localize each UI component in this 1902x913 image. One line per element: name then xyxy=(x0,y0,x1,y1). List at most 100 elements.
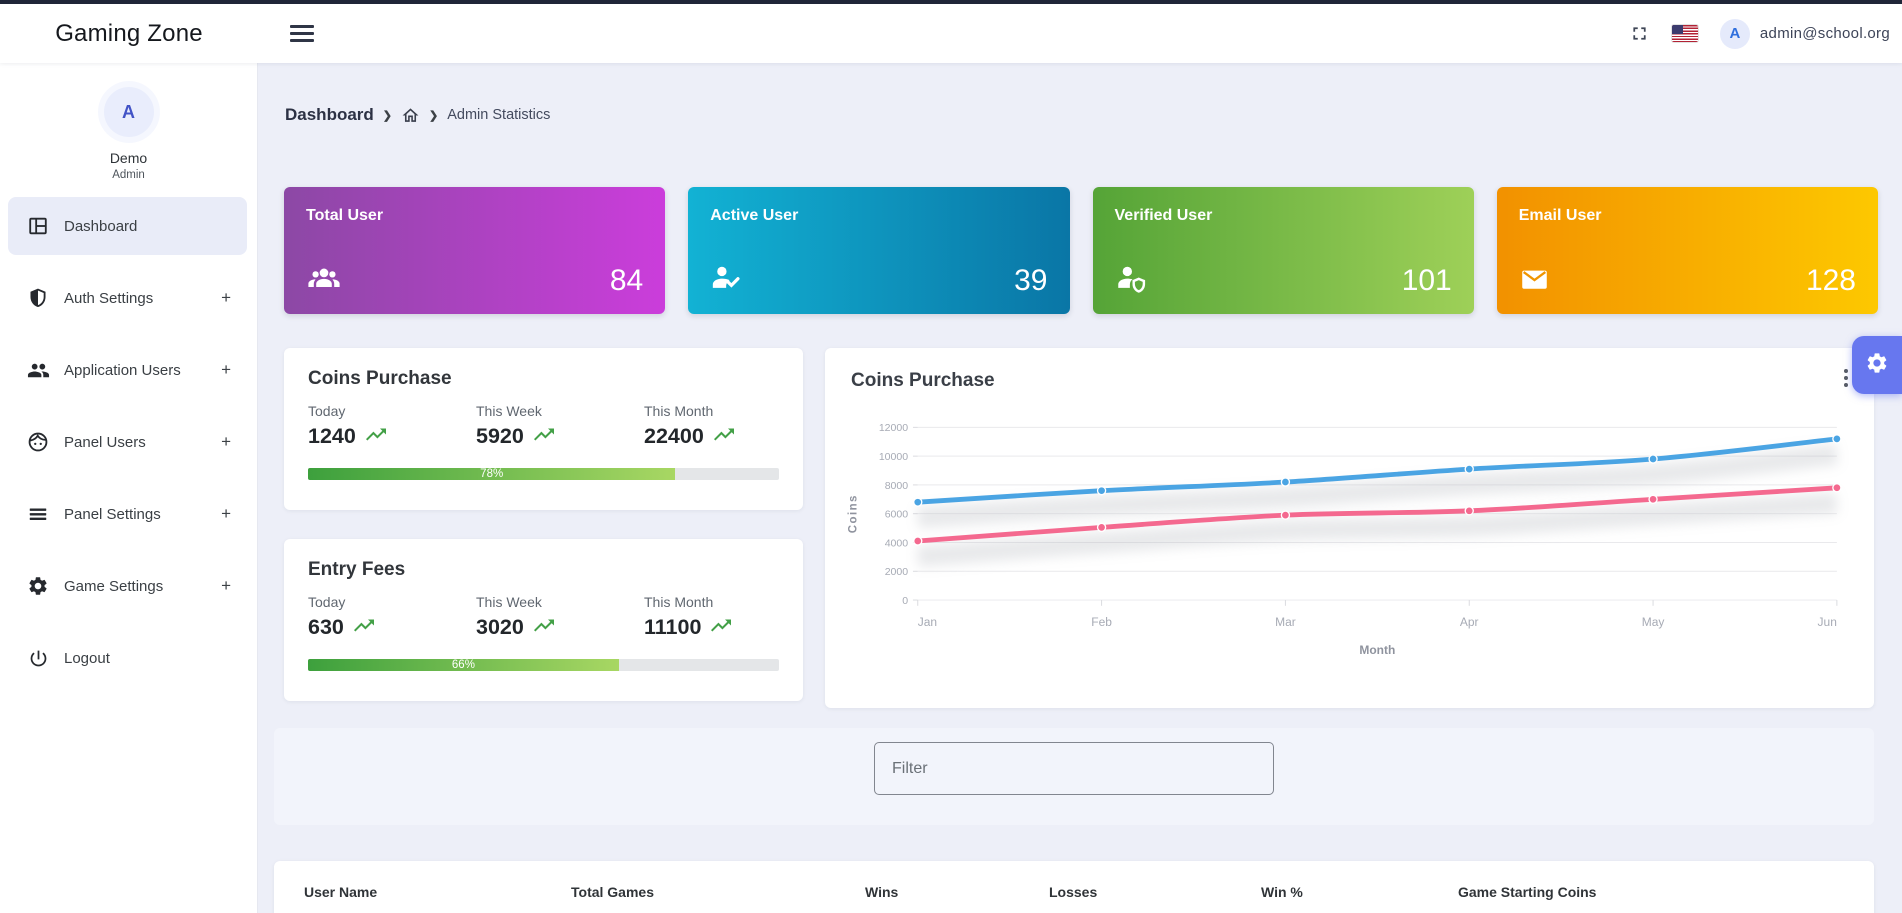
trending-up-icon xyxy=(364,426,388,448)
email-user-card: Email User 128 xyxy=(1496,187,1878,314)
progress-bar: 78% xyxy=(308,468,779,480)
user-shield-icon xyxy=(1115,263,1149,298)
avatar: A xyxy=(1719,18,1750,49)
svg-text:Coins: Coins xyxy=(847,494,859,533)
svg-text:6000: 6000 xyxy=(885,509,909,521)
sidebar-item-logout[interactable]: Logout xyxy=(8,629,247,687)
stat-card-value: 39 xyxy=(1014,263,1048,297)
period-label: This Month xyxy=(644,594,714,610)
svg-text:2000: 2000 xyxy=(885,566,909,578)
app-title: Gaming Zone xyxy=(55,19,203,47)
expand-plus-icon[interactable]: + xyxy=(221,288,231,307)
user-check-icon xyxy=(710,263,744,298)
period-label: This Week xyxy=(476,594,542,610)
breadcrumb-current-page: Admin Statistics xyxy=(447,107,551,123)
profile-name: Demo xyxy=(109,150,148,166)
stat-cards-row: Total User 84 Active User 39 Verified Us… xyxy=(284,187,1878,314)
active-user-card: Active User 39 xyxy=(688,187,1070,314)
trending-up-icon xyxy=(532,426,556,448)
period-label: Today xyxy=(308,594,346,610)
gear-icon xyxy=(26,574,50,598)
period-label: This Week xyxy=(476,403,542,419)
trending-up-icon xyxy=(709,617,733,639)
profile-block: A Demo Admin xyxy=(0,63,257,181)
card-title: Entry Fees xyxy=(308,559,406,580)
period-value: 1240 xyxy=(308,424,356,448)
sidebar-item-dashboard[interactable]: Dashboard xyxy=(8,197,247,255)
period-value: 630 xyxy=(308,615,344,639)
stat-card-value: 128 xyxy=(1805,264,1856,297)
sidebar-item-label: Dashboard xyxy=(64,217,138,235)
entry-fees-summary-card: Entry Fees Today 630 This Week 3020 xyxy=(284,539,803,701)
sidebar-item-auth-settings[interactable]: Auth Settings + xyxy=(8,269,247,327)
total-user-card: Total User 84 xyxy=(284,187,666,314)
users-group-icon xyxy=(306,263,342,298)
avatar: A xyxy=(103,87,154,137)
sidebar-item-panel-users[interactable]: Panel Users + xyxy=(8,413,247,471)
progress-percent: 66% xyxy=(451,659,475,671)
sidebar-item-label: Logout xyxy=(64,649,110,667)
table-header-row: User Name Total Games Wins Losses Win % … xyxy=(274,861,1874,913)
svg-text:10000: 10000 xyxy=(879,451,908,463)
trending-up-icon xyxy=(532,617,556,639)
svg-text:May: May xyxy=(1642,615,1665,629)
hamburger-menu-icon[interactable] xyxy=(290,21,314,47)
stat-card-label: Verified User xyxy=(1114,207,1213,224)
breadcrumb-dashboard-link[interactable]: Dashboard xyxy=(285,105,374,124)
progress-bar: 66% xyxy=(308,659,779,671)
column-header-wins: Wins xyxy=(865,883,899,900)
stat-card-value: 101 xyxy=(1401,263,1452,297)
coins-purchase-chart: 0 2000 4000 6000 8000 10000 12000 Jan Feb Mar Apr M… xyxy=(841,412,1858,660)
account-menu[interactable]: A admin@school.org xyxy=(1719,18,1890,49)
period-label: Today xyxy=(308,403,346,419)
dashboard-icon xyxy=(26,214,50,238)
sidebar-item-game-settings[interactable]: Game Settings + xyxy=(8,557,247,615)
svg-text:8000: 8000 xyxy=(885,480,909,492)
chevron-right-icon: ❯ xyxy=(382,109,393,122)
fullscreen-icon[interactable] xyxy=(1629,23,1650,44)
profile-role: Admin xyxy=(112,169,145,181)
expand-plus-icon[interactable]: + xyxy=(221,576,231,595)
stat-card-label: Email User xyxy=(1518,207,1602,224)
power-icon xyxy=(26,646,50,670)
trending-up-icon xyxy=(352,617,376,639)
sidebar-item-panel-settings[interactable]: Panel Settings + xyxy=(8,485,247,543)
column-header-game-starting-coins: Game Starting Coins xyxy=(1458,883,1597,900)
filter-input[interactable] xyxy=(874,742,1274,795)
svg-text:Jan: Jan xyxy=(918,615,937,629)
sidebar-item-application-users[interactable]: Application Users + xyxy=(8,341,247,399)
column-header-user-name: User Name xyxy=(304,883,378,900)
settings-fab-button[interactable] xyxy=(1852,336,1902,394)
stat-card-label: Total User xyxy=(306,207,384,224)
expand-plus-icon[interactable]: + xyxy=(221,432,231,451)
topbar: Gaming Zone A admin@school.org xyxy=(0,4,1902,63)
svg-text:Apr: Apr xyxy=(1460,615,1479,629)
trending-up-icon xyxy=(712,426,736,448)
kebab-menu-icon[interactable] xyxy=(1838,366,1854,390)
gear-icon xyxy=(1865,351,1889,380)
top-accent-strip xyxy=(0,0,1902,4)
period-value: 11100 xyxy=(644,615,702,639)
face-icon xyxy=(26,430,50,454)
svg-text:0: 0 xyxy=(902,595,908,607)
progress-percent: 78% xyxy=(480,468,504,480)
expand-plus-icon[interactable]: + xyxy=(221,504,231,523)
home-icon[interactable] xyxy=(401,106,420,125)
svg-text:4000: 4000 xyxy=(885,537,909,549)
coins-purchase-summary-card: Coins Purchase Today 1240 This Week 5920 xyxy=(284,348,803,510)
shield-icon xyxy=(26,286,50,310)
column-header-losses: Losses xyxy=(1049,883,1098,900)
stat-card-value: 84 xyxy=(609,263,644,297)
users-icon xyxy=(26,358,50,382)
users-table: User Name Total Games Wins Losses Win % … xyxy=(274,861,1874,913)
summary-column: Coins Purchase Today 1240 This Week 5920 xyxy=(284,348,803,701)
language-flag-icon[interactable] xyxy=(1671,25,1698,42)
verified-user-card: Verified User 101 xyxy=(1092,187,1474,314)
breadcrumb: Dashboard ❯ ❯ Admin Statistics xyxy=(285,105,550,125)
svg-text:Month: Month xyxy=(1359,643,1395,657)
column-header-win-percent: Win % xyxy=(1261,883,1303,900)
sidebar-item-label: Auth Settings xyxy=(64,289,154,307)
column-header-total-games: Total Games xyxy=(571,883,654,900)
sidebar-item-label: Application Users xyxy=(64,361,181,379)
expand-plus-icon[interactable]: + xyxy=(221,360,231,379)
